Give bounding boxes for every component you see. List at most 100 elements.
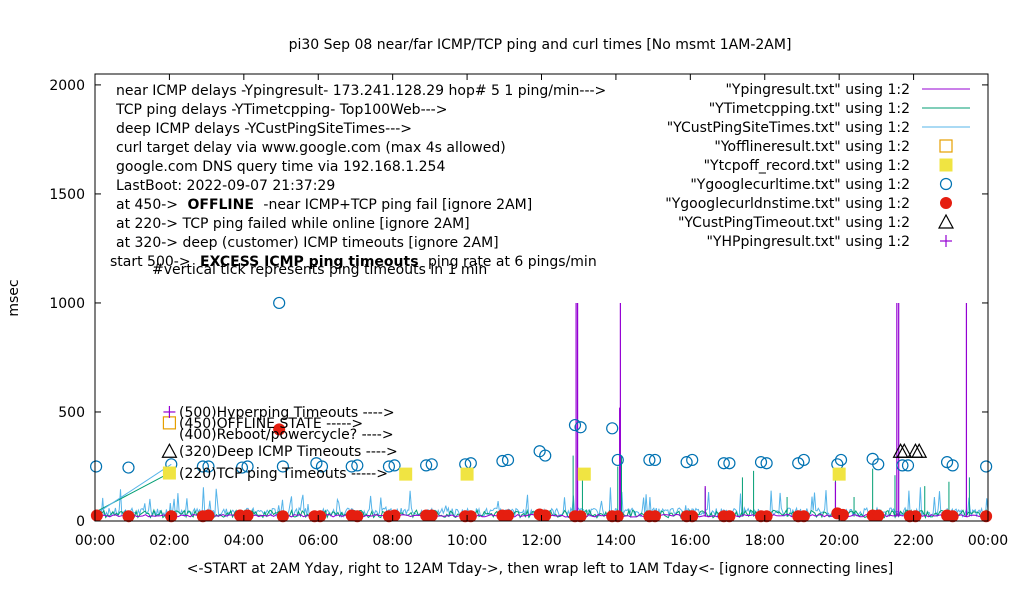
dns-time-point bbox=[165, 510, 178, 523]
curl-time-point bbox=[425, 458, 438, 471]
dns-time-point bbox=[909, 510, 922, 523]
info-line-4: curl target delay via www.google.com (ma… bbox=[116, 140, 506, 156]
x-tick-label: 02:00 bbox=[149, 533, 189, 549]
legend-label: "Ytcpoff_record.txt" using 1:2 bbox=[704, 158, 910, 174]
curl-time-point bbox=[276, 460, 290, 473]
legend-swatch-marker bbox=[940, 235, 952, 247]
curl-time-point bbox=[946, 459, 959, 472]
dns-time-point bbox=[611, 510, 624, 523]
x-tick-label: 20:00 bbox=[819, 533, 859, 549]
curl-time-point bbox=[501, 453, 515, 467]
curl-time-point bbox=[388, 459, 401, 472]
excess-note-suffix: ping rate at 6 pings/min bbox=[428, 254, 597, 270]
tcp-off-point bbox=[162, 466, 176, 480]
curl-time-point bbox=[315, 460, 329, 473]
x-tick-label: 00:00 bbox=[75, 533, 115, 549]
dns-time-point bbox=[273, 423, 286, 436]
dns-time-point bbox=[502, 509, 515, 522]
x-tick-label: 16:00 bbox=[670, 533, 710, 549]
curl-time-point bbox=[202, 460, 215, 473]
curl-time-point bbox=[643, 453, 656, 467]
marker-label: (500)Hyperping Timeouts ----> bbox=[179, 405, 395, 421]
x-tick-label: 00:00 bbox=[968, 533, 1008, 549]
curl-time-point bbox=[345, 460, 358, 473]
plot-area: (500)Hyperping Timeouts ---->(450)OFFLIN… bbox=[90, 296, 993, 523]
chart-title: pi30 Sep 08 near/far ICMP/TCP ping and c… bbox=[289, 37, 792, 53]
legend-label: "YTimetcpping.txt" using 1:2 bbox=[709, 101, 910, 117]
legend-label: "YCustPingSiteTimes.txt" using 1:2 bbox=[667, 120, 910, 136]
marker-label: (220)TCP ping Timeouts -----> bbox=[179, 466, 388, 482]
dns-time-point bbox=[351, 510, 364, 523]
curl-time-point bbox=[611, 453, 624, 467]
x-axis-label: <-START at 2AM Yday, right to 12AM Tday-… bbox=[187, 561, 893, 577]
y-axis-label: msec bbox=[6, 279, 22, 316]
y-tick-label: 0 bbox=[76, 514, 85, 530]
excess-note-prefix: start 500-> bbox=[110, 254, 191, 270]
y-tick-label: 1000 bbox=[49, 296, 85, 312]
offline-note-suffix: -near ICMP+TCP ping fail [ignore 2AM] bbox=[263, 197, 532, 213]
legend-label: "Ygooglecurltime.txt" using 1:2 bbox=[690, 177, 910, 193]
deep-note: at 320-> deep (customer) ICMP timeouts [… bbox=[116, 235, 499, 251]
curl-time-point bbox=[606, 422, 619, 435]
axes: 0 500 1000 1500 2000 00:00 02:00 04:00 06:00 08:0… bbox=[49, 74, 1008, 549]
cust-timeout-point bbox=[911, 442, 928, 458]
legend-label: "Yofflineresult.txt" using 1:2 bbox=[714, 139, 910, 155]
curl-time-point bbox=[717, 457, 730, 470]
dns-time-point bbox=[946, 510, 959, 523]
hp-ping-point bbox=[163, 405, 176, 418]
legend-label: "YHPpingresult.txt" using 1:2 bbox=[706, 234, 910, 250]
curl-time-point bbox=[834, 453, 848, 467]
y-tick-label: 2000 bbox=[49, 78, 85, 94]
curl-time-point bbox=[872, 458, 885, 471]
legend-label: "YCustPingTimeout.txt" using 1:2 bbox=[678, 215, 910, 231]
curl-time-point bbox=[896, 459, 909, 472]
curl-time-point bbox=[686, 453, 699, 467]
tcp-off-point bbox=[832, 467, 846, 481]
offline-note-bold: OFFLINE bbox=[187, 197, 253, 213]
dns-time-point bbox=[202, 509, 215, 522]
curl-time-point bbox=[723, 457, 736, 470]
legend-label: "Ygooglecurldnstime.txt" using 1:2 bbox=[665, 196, 910, 212]
info-line-5: google.com DNS query time via 192.168.1.… bbox=[116, 159, 445, 175]
y-tick-label: 500 bbox=[58, 405, 85, 421]
x-tick-label: 18:00 bbox=[745, 533, 785, 549]
wrap-connector bbox=[94, 463, 172, 515]
tcp-off-point bbox=[460, 467, 474, 481]
x-tick-label: 14:00 bbox=[596, 533, 636, 549]
info-line-1: near ICMP delays -Ypingresult- 173.241.1… bbox=[116, 83, 606, 99]
curl-time-point bbox=[568, 418, 582, 432]
curl-time-point bbox=[680, 456, 693, 469]
dns-time-point bbox=[90, 509, 103, 522]
curl-time-point bbox=[122, 461, 135, 474]
legend-swatch-marker bbox=[939, 139, 953, 153]
dns-time-point bbox=[723, 510, 736, 523]
excess-note: start 500-> EXCESS ICMP ping timeouts pi… bbox=[110, 254, 597, 270]
cust-timeout-point bbox=[161, 442, 178, 458]
curl-time-point bbox=[273, 296, 286, 310]
curl-time-point bbox=[351, 459, 364, 472]
legend-label: "Ypingresult.txt" using 1:2 bbox=[725, 82, 910, 98]
offline-note: at 450-> OFFLINE -near ICMP+TCP ping fai… bbox=[116, 197, 532, 213]
legend: "Ypingresult.txt" using 1:2 "YTimetcpping… bbox=[665, 82, 970, 250]
marker-label: (320)Deep ICMP Timeouts ----> bbox=[179, 444, 398, 460]
dns-time-point bbox=[464, 510, 477, 523]
info-line-3: deep ICMP delays -YCustPingSiteTimes---> bbox=[116, 121, 412, 137]
curl-time-point bbox=[196, 460, 210, 473]
x-tick-label: 04:00 bbox=[224, 533, 264, 549]
legend-swatch-marker bbox=[939, 158, 953, 172]
curl-time-point bbox=[980, 460, 993, 473]
curl-time-point bbox=[235, 461, 249, 474]
offline-point bbox=[162, 416, 177, 430]
legend-swatch-marker bbox=[937, 213, 955, 229]
dns-time-point bbox=[648, 510, 661, 523]
dns-time-point bbox=[276, 510, 289, 523]
dns-time-point bbox=[314, 510, 327, 523]
tcp-off-point bbox=[577, 467, 591, 481]
curl-time-point bbox=[496, 454, 509, 468]
curl-time-point bbox=[420, 459, 433, 472]
curl-time-point bbox=[90, 460, 103, 473]
annotations: near ICMP delays -Ypingresult- 173.241.1… bbox=[110, 83, 606, 278]
dns-time-point bbox=[797, 510, 810, 523]
